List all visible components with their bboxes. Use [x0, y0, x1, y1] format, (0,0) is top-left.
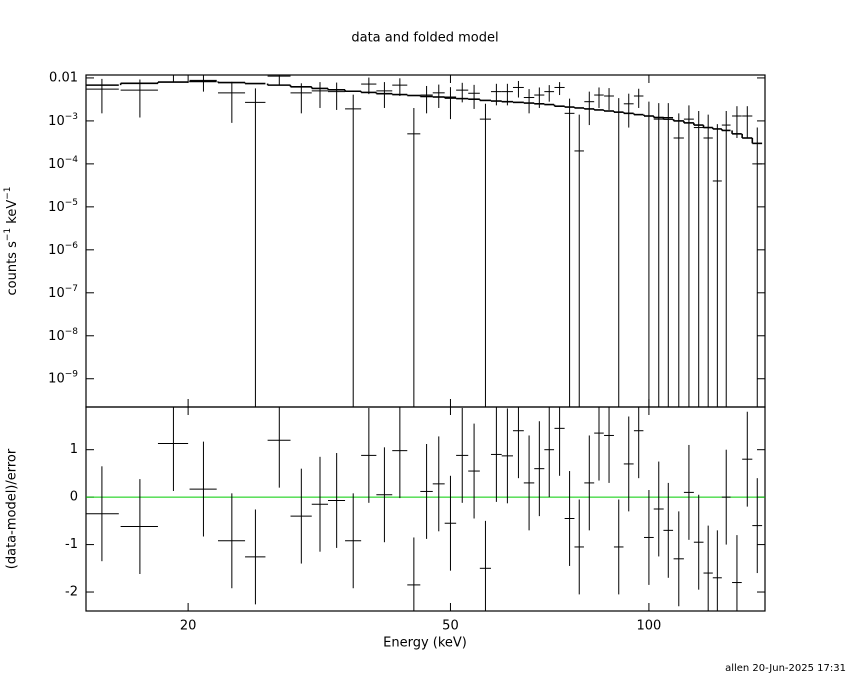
x-tick-label: 50: [442, 619, 459, 634]
y-tick-label: 10−4: [48, 154, 78, 171]
chart-title: data and folded model: [351, 31, 498, 46]
bottom-frame: [85, 406, 766, 612]
y-tick-label: 0.01: [49, 70, 78, 85]
plot-area: [86, 407, 765, 611]
top-frame: [85, 74, 766, 408]
y-tick-label: 10−8: [48, 326, 78, 343]
y-tick-label: 10−6: [48, 240, 78, 257]
y-tick-label: -1: [65, 537, 78, 552]
y-tick-label: -2: [65, 585, 78, 600]
footer: allen 20-Jun-2025 17:31: [725, 663, 846, 674]
y-tick-label: 0: [70, 490, 78, 505]
y-tick-label: 1: [70, 442, 78, 457]
y-tick-label: 10−5: [48, 197, 78, 214]
x-tick-label: 20: [180, 619, 197, 634]
y-axis-label: counts s−1 keV−1: [3, 186, 20, 295]
y-tick-label: 10−3: [48, 111, 78, 128]
x-tick-label: 100: [636, 619, 661, 634]
y-axis-label: (data-model)/error: [5, 448, 20, 569]
y-tick-label: 10−9: [48, 369, 78, 386]
x-axis-label: Energy (keV): [383, 636, 467, 651]
plot-area: [86, 75, 763, 407]
y-tick-label: 10−7: [48, 283, 78, 300]
